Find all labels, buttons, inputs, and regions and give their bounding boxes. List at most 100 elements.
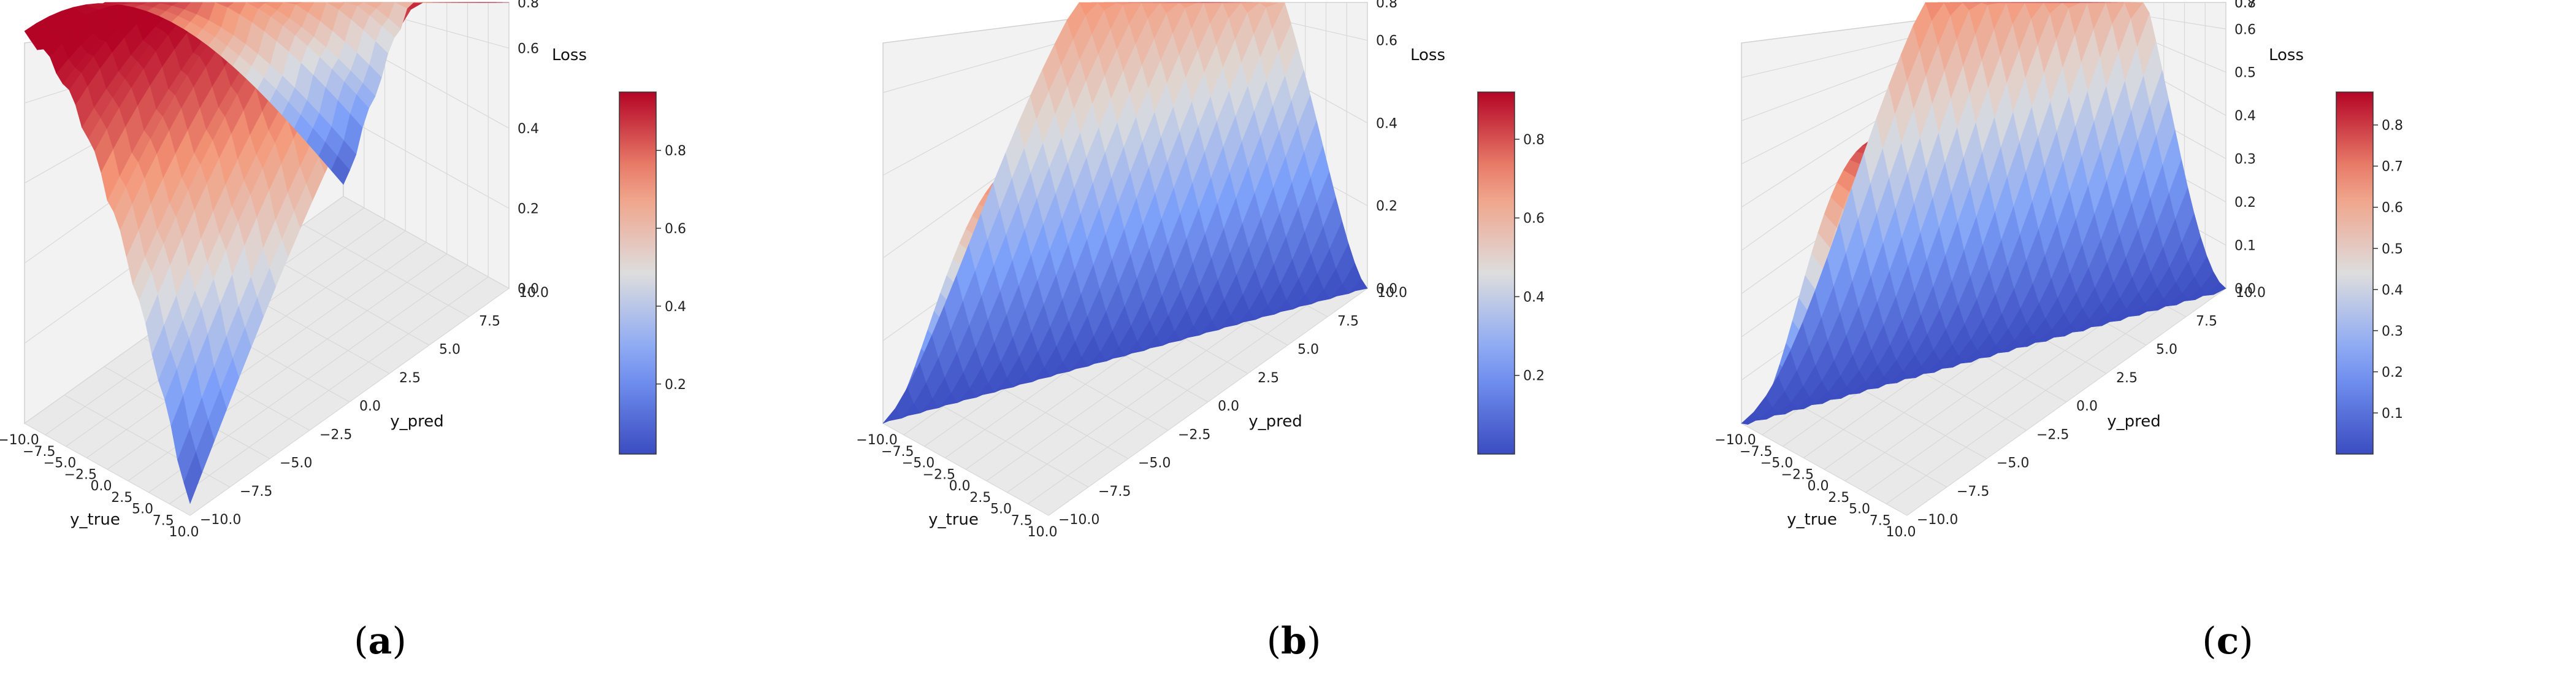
colorbar-tick-label: 0.2 bbox=[665, 377, 686, 393]
axes-a: −10.0−7.5−5.0−2.50.02.55.07.510.0−10.0−7… bbox=[0, 0, 587, 540]
colorbar-tick-label: 0.1 bbox=[2382, 406, 2403, 422]
z-tick-label: 0.4 bbox=[1376, 116, 1397, 131]
z-tick-label: 0.0 bbox=[2234, 282, 2256, 297]
x-tick-label: −7.5 bbox=[881, 444, 914, 460]
x-tick-label: 7.5 bbox=[1870, 513, 1891, 528]
grid-line bbox=[189, 288, 510, 516]
surface-plot-a: −10.0−7.5−5.0−2.50.02.55.07.510.0−10.0−7… bbox=[0, 0, 686, 540]
z-tick-label: 0.6 bbox=[1376, 34, 1397, 49]
z-tick-label: 0.0 bbox=[518, 282, 539, 297]
x-tick-label: 2.5 bbox=[111, 490, 132, 506]
surface-b bbox=[882, 2, 1368, 424]
y-tick-label: 10.0 bbox=[2236, 285, 2266, 301]
colorbar-tick-label: 0.5 bbox=[2382, 242, 2403, 257]
caption-a: (a) bbox=[354, 620, 407, 663]
x-tick-label: −10.0 bbox=[1714, 433, 1756, 448]
x-tick-label: 7.5 bbox=[153, 513, 174, 528]
y-tick-label: −10.0 bbox=[1058, 512, 1099, 528]
colorbar-tick-label: 0.8 bbox=[665, 144, 686, 159]
x-tick-label: −2.5 bbox=[64, 467, 97, 482]
z-tick-label: 0.5 bbox=[2234, 66, 2256, 81]
y-tick-label: −2.5 bbox=[2036, 427, 2069, 442]
z-axis-label: Loss bbox=[2269, 46, 2304, 64]
colorbar-tick-label: 0.2 bbox=[1523, 369, 1545, 384]
colorbar-tick-label: 0.4 bbox=[665, 299, 686, 315]
z-tick-label: 0.2 bbox=[2234, 195, 2256, 210]
x-tick-label: 7.5 bbox=[1011, 513, 1033, 528]
y-tick-label: 10.0 bbox=[519, 285, 549, 301]
grid-line bbox=[303, 224, 470, 317]
x-tick-label: −7.5 bbox=[1740, 444, 1772, 460]
z-tick-label: 0.7 bbox=[2234, 0, 2256, 11]
x-tick-label: −2.5 bbox=[923, 467, 955, 482]
x-axis-label: y_true bbox=[70, 511, 120, 529]
y-tick-label: 7.5 bbox=[1337, 314, 1359, 329]
y-tick-label: 2.5 bbox=[2116, 371, 2138, 386]
z-axis-label: Loss bbox=[552, 46, 587, 64]
y-tick-label: 7.5 bbox=[479, 314, 500, 329]
y-tick-label: 10.0 bbox=[1377, 285, 1407, 301]
y-tick-label: −5.0 bbox=[1997, 456, 2029, 471]
surface-plot-b: −10.0−7.5−5.0−2.50.02.55.07.510.0−10.0−7… bbox=[856, 0, 1545, 540]
z-tick-label: 0.8 bbox=[1376, 0, 1397, 11]
z-tick-label: 0.3 bbox=[2234, 152, 2256, 168]
y-tick-label: −5.0 bbox=[1138, 456, 1171, 471]
colorbar-tick-label: 0.3 bbox=[2382, 324, 2403, 339]
grid-line bbox=[169, 276, 489, 504]
z-tick-label: 0.2 bbox=[518, 201, 539, 217]
x-axis-label: y_true bbox=[928, 511, 979, 529]
x-tick-label: 10.0 bbox=[1028, 525, 1058, 540]
colorbar-c: 0.1 0.2 0.3 0.4 0.5 0.6 0.7 0.8 bbox=[2336, 91, 2403, 455]
x-tick-label: −10.0 bbox=[856, 433, 897, 448]
x-tick-label: 0.0 bbox=[91, 479, 112, 494]
z-tick-label: 0.4 bbox=[518, 121, 539, 137]
colorbar-tick-label: 0.7 bbox=[2382, 160, 2403, 175]
grid-line bbox=[1886, 276, 2206, 504]
x-tick-label: 2.5 bbox=[969, 490, 991, 506]
y-tick-label: 0.0 bbox=[2076, 399, 2098, 414]
x-tick-label: 0.0 bbox=[949, 479, 971, 494]
x-tick-label: 5.0 bbox=[990, 502, 1012, 517]
colorbar-tick-label: 0.8 bbox=[1523, 133, 1545, 148]
surface-c bbox=[1741, 2, 2226, 425]
z-tick-label: 0.1 bbox=[2234, 239, 2256, 254]
x-tick-label: −7.5 bbox=[23, 444, 55, 460]
colorbar-gradient bbox=[619, 91, 657, 455]
x-tick-label: −2.5 bbox=[1781, 467, 1814, 482]
surface-a bbox=[24, 2, 509, 504]
x-tick-label: −5.0 bbox=[902, 456, 934, 471]
y-tick-label: −2.5 bbox=[319, 427, 352, 442]
z-tick-label: 0.4 bbox=[2234, 109, 2256, 124]
colorbar-tick-label: 0.6 bbox=[1523, 211, 1545, 226]
colorbar-gradient bbox=[1477, 91, 1515, 455]
colorbar-tick-label: 0.6 bbox=[2382, 201, 2403, 216]
caption-c: (c) bbox=[2202, 620, 2253, 663]
y-axis-label: y_pred bbox=[390, 412, 444, 431]
grid-line bbox=[263, 252, 430, 346]
x-tick-label: 10.0 bbox=[169, 525, 199, 540]
z-tick-label: 0.6 bbox=[518, 41, 539, 56]
chart-panel-c: −10.0 −7.5 −5.0 −2.5 0.0 2.5 5.0 7.5 10.0 −10.0 −7… bbox=[1714, 0, 2575, 686]
y-tick-label: 2.5 bbox=[1258, 371, 1279, 386]
z-axis-label: Loss bbox=[1410, 46, 1445, 64]
y-tick-label: 2.5 bbox=[399, 371, 421, 386]
x-tick-label: −10.0 bbox=[0, 433, 39, 448]
z-tick-label: 0.2 bbox=[1376, 199, 1397, 214]
x-tick-label: 5.0 bbox=[132, 502, 153, 517]
z-tick-label: 0.6 bbox=[2234, 22, 2256, 37]
surface-plot-c: −10.0−7.5−5.0−2.50.02.55.07.510.0−10.0−7… bbox=[1714, 0, 2403, 540]
colorbar-b: 0.2 0.4 0.6 0.8 bbox=[1477, 91, 1545, 455]
y-tick-label: −7.5 bbox=[240, 484, 272, 499]
axes-b: −10.0−7.5−5.0−2.50.02.55.07.510.0−10.0−7… bbox=[856, 0, 1445, 540]
x-tick-label: −5.0 bbox=[1760, 456, 1793, 471]
y-tick-label: −5.0 bbox=[280, 456, 312, 471]
y-tick-label: 0.0 bbox=[1218, 399, 1239, 414]
y-tick-label: −10.0 bbox=[200, 512, 241, 528]
colorbar-tick-label: 0.8 bbox=[2382, 118, 2403, 134]
chart-panel-b: −10.0 −7.5 −5.0 −2.5 0.0 2.5 5.0 7.5 10.0 −10.0 −7… bbox=[856, 0, 1717, 686]
colorbar-tick-label: 0.6 bbox=[665, 222, 686, 237]
grid-line bbox=[24, 196, 510, 424]
colorbar-gradient bbox=[2336, 91, 2374, 455]
z-tick-label: 0.8 bbox=[2234, 0, 2256, 11]
caption-b: (b) bbox=[1266, 620, 1321, 663]
